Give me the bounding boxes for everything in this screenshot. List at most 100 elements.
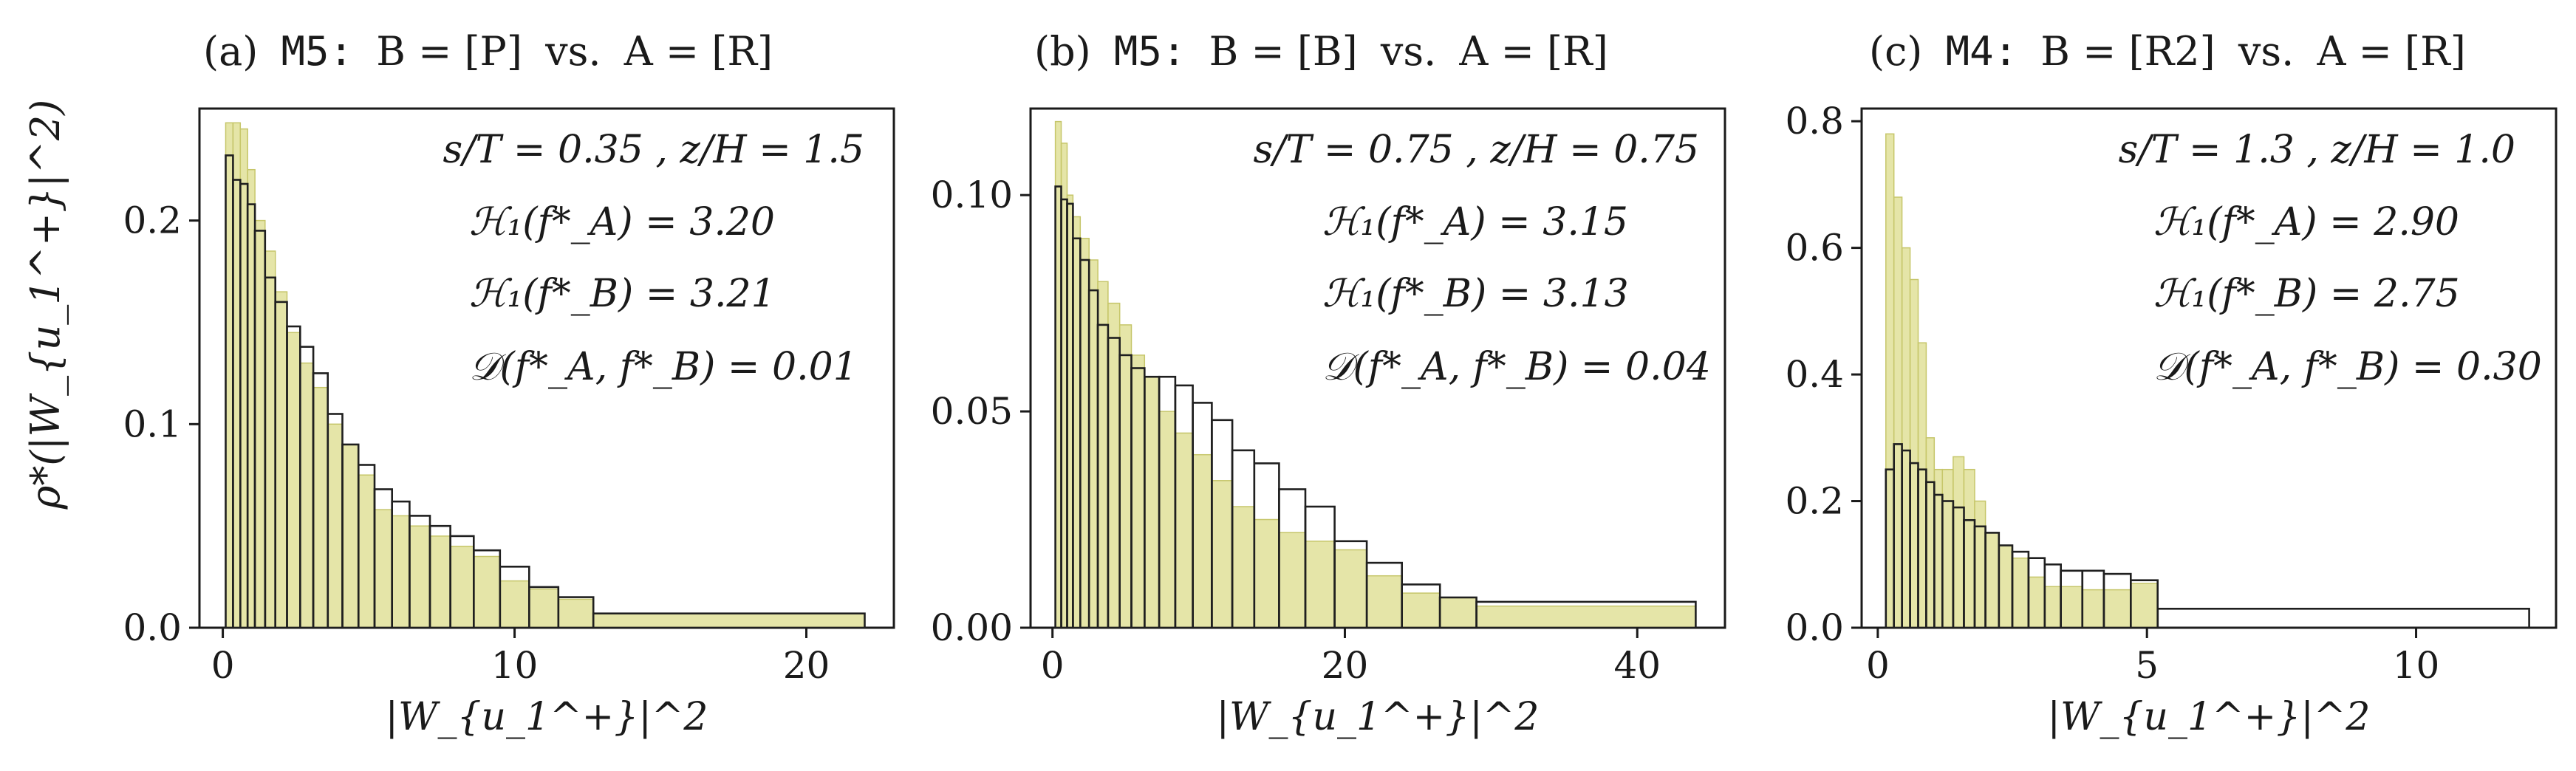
panel-b-vs: vs. [1380, 28, 1436, 75]
panel-a-xtick-label-0: 0 [211, 644, 235, 687]
panel-a-stat-hb: ℋ₁(f*_B) = 3.21 [469, 272, 776, 316]
panel-c-bar-a-17 [2082, 589, 2105, 628]
panel-b-bar-a-8 [1118, 324, 1132, 628]
panel-b-stat-ha: ℋ₁(f*_A) = 3.15 [1322, 200, 1628, 244]
panel-a-bar-a-9 [312, 386, 329, 628]
panel-a-stat-ha: ℋ₁(f*_A) = 3.20 [469, 200, 775, 244]
panel-c-xtick-label-2: 10 [2393, 644, 2440, 687]
panel-c-bar-a-0 [1885, 133, 1895, 628]
panel-c-x-ticks: 0 5 10 [1866, 628, 2439, 687]
panel-a-bar-a-21 [558, 598, 594, 628]
panel-a-bar-a-4 [254, 219, 266, 628]
panel-c-bar-b-19 [2130, 579, 2159, 629]
panel-a-params: s/T = 0.35 , z/H = 1.5 [443, 128, 864, 172]
panel-b-stat-d: 𝒟(f*_A, f*_B) = 0.04 [1322, 345, 1711, 389]
panel-a-bar-a-2 [239, 128, 248, 628]
panel-b-b-label: B = [B] [1209, 28, 1358, 75]
panel-c-bar-a-6 [1933, 468, 1944, 628]
panel-b-bar-a-3 [1072, 216, 1082, 628]
panel-a-ytick-label-1: 0.1 [123, 402, 182, 445]
panel-b-x-ticks: 0 20 40 [1041, 628, 1661, 687]
panel-a-title: (a) M5: B = [P] vs. A = [R] [203, 28, 773, 75]
panel-b-bar-a-15 [1231, 506, 1255, 628]
panel-a-a-label: A = [R] [623, 28, 773, 75]
panel-c-model: M4: [1946, 28, 2018, 75]
panel-a-bar-a-13 [374, 509, 393, 628]
panel-c-bar-a-16 [2060, 586, 2083, 628]
panel-b: (b) M5: B = [B] vs. A = [R] s/T = 0.75 ,… [931, 28, 1726, 739]
panel-a-bar-a-12 [358, 474, 375, 628]
panel-c-bar-a-4 [1917, 342, 1927, 628]
panel-a-bar-a-20 [528, 588, 559, 628]
panel-c-ytick-label-1: 0.2 [1785, 480, 1844, 523]
panel-b-bar-a-4 [1079, 238, 1090, 628]
panel-b-ytick-label-2: 0.10 [931, 174, 1013, 216]
panel-b-bar-a-17 [1278, 532, 1306, 628]
panel-a: (a) M5: B = [P] vs. A = [R] s/T = 0.35 ,… [123, 28, 895, 739]
panel-c-bar-a-18 [2103, 589, 2132, 628]
panel-b-x-axis-label: |W_{u_1^+}|^2 [1216, 695, 1539, 739]
panel-c-bar-a-11 [1984, 532, 2000, 628]
panel-b-bar-a-23 [1475, 605, 1697, 628]
panel-b-bar-a-6 [1097, 281, 1109, 628]
panel-a-bar-a-6 [274, 291, 288, 628]
panel-a-bar-a-11 [341, 444, 359, 628]
panel-a-bar-a-18 [473, 555, 501, 628]
panel-c-ytick-label-4: 0.8 [1785, 100, 1844, 143]
panel-c-x-axis-label: |W_{u_1^+}|^2 [2047, 695, 2370, 739]
panel-c-bar-b-20 [2156, 607, 2530, 629]
panel-a-x-ticks: 0 10 20 [211, 628, 830, 687]
panel-c-a-label: A = [R] [2316, 28, 2465, 75]
panel-b-model: M5: [1114, 28, 1186, 75]
panel-a-bar-a-19 [499, 580, 530, 628]
panel-b-bar-a-11 [1158, 411, 1176, 628]
panel-a-bar-a-14 [391, 515, 411, 628]
panel-c-stat-ha: ℋ₁(f*_A) = 2.90 [2153, 200, 2459, 244]
panel-b-ytick-label-1: 0.05 [931, 390, 1013, 433]
y-axis-label: ρ*(|W_{u_1^+}|^2) [22, 100, 69, 510]
panel-c-y-ticks: 0.0 0.2 0.4 0.6 0.8 [1785, 100, 1862, 649]
panel-c-bar-a-15 [2044, 586, 2062, 628]
panel-b-y-ticks: 0.00 0.05 0.10 [931, 174, 1031, 649]
panel-b-bar-a-20 [1366, 575, 1403, 628]
panel-b-bar-a-5 [1088, 259, 1099, 628]
panel-a-bar-a-7 [286, 332, 301, 628]
panel-b-bar-a-10 [1144, 376, 1160, 628]
panel-a-bar-b-22 [592, 612, 866, 629]
panel-c-ytick-label-2: 0.4 [1785, 353, 1844, 396]
panel-b-bar-a-19 [1333, 549, 1367, 628]
panel-a-bar-a-0 [225, 122, 234, 628]
panel-c-bars [1885, 133, 2530, 629]
panel-c-xtick-label-0: 0 [1866, 644, 1890, 687]
panel-b-bar-b-23 [1475, 600, 1697, 629]
panel-b-bar-a-9 [1130, 354, 1146, 628]
panel-c: (c) M4: B = [R2] vs. A = [R] s/T = 1.3 ,… [1785, 28, 2558, 739]
panel-a-bar-a-15 [409, 525, 431, 628]
panel-a-ytick-label-2: 0.2 [123, 199, 182, 242]
panel-a-bar-a-1 [232, 122, 242, 628]
panel-a-bar-a-5 [264, 250, 276, 628]
panel-c-ytick-label-3: 0.6 [1785, 227, 1844, 270]
panel-a-xtick-label-1: 10 [491, 644, 539, 687]
panel-b-title: (b) M5: B = [B] vs. A = [R] [1034, 28, 1608, 75]
panel-a-stat-d: 𝒟(f*_A, f*_B) = 0.01 [469, 345, 858, 389]
panel-b-bars [1054, 120, 1697, 629]
panel-a-bar-b-21 [557, 596, 595, 629]
panel-b-bar-a-14 [1211, 480, 1233, 628]
panel-b-bar-a-21 [1401, 592, 1441, 628]
panel-b-ytick-label-0: 0.00 [931, 606, 1013, 649]
panel-c-bar-a-8 [1953, 456, 1965, 628]
panel-b-bar-a-13 [1192, 453, 1213, 628]
panel-c-stat-d: 𝒟(f*_A, f*_B) = 0.30 [2153, 345, 2542, 389]
panel-b-tag: (b) [1034, 28, 1091, 75]
panel-c-vs: vs. [2238, 28, 2294, 75]
panel-a-vs: vs. [544, 28, 601, 75]
panel-a-bar-a-16 [429, 535, 451, 628]
panel-a-tag: (a) [203, 28, 258, 75]
panel-c-title: (c) M4: B = [R2] vs. A = [R] [1869, 28, 2466, 75]
panel-a-ytick-label-0: 0.0 [123, 606, 182, 649]
panel-a-bar-a-8 [299, 362, 314, 628]
panel-b-xtick-label-0: 0 [1041, 644, 1065, 687]
